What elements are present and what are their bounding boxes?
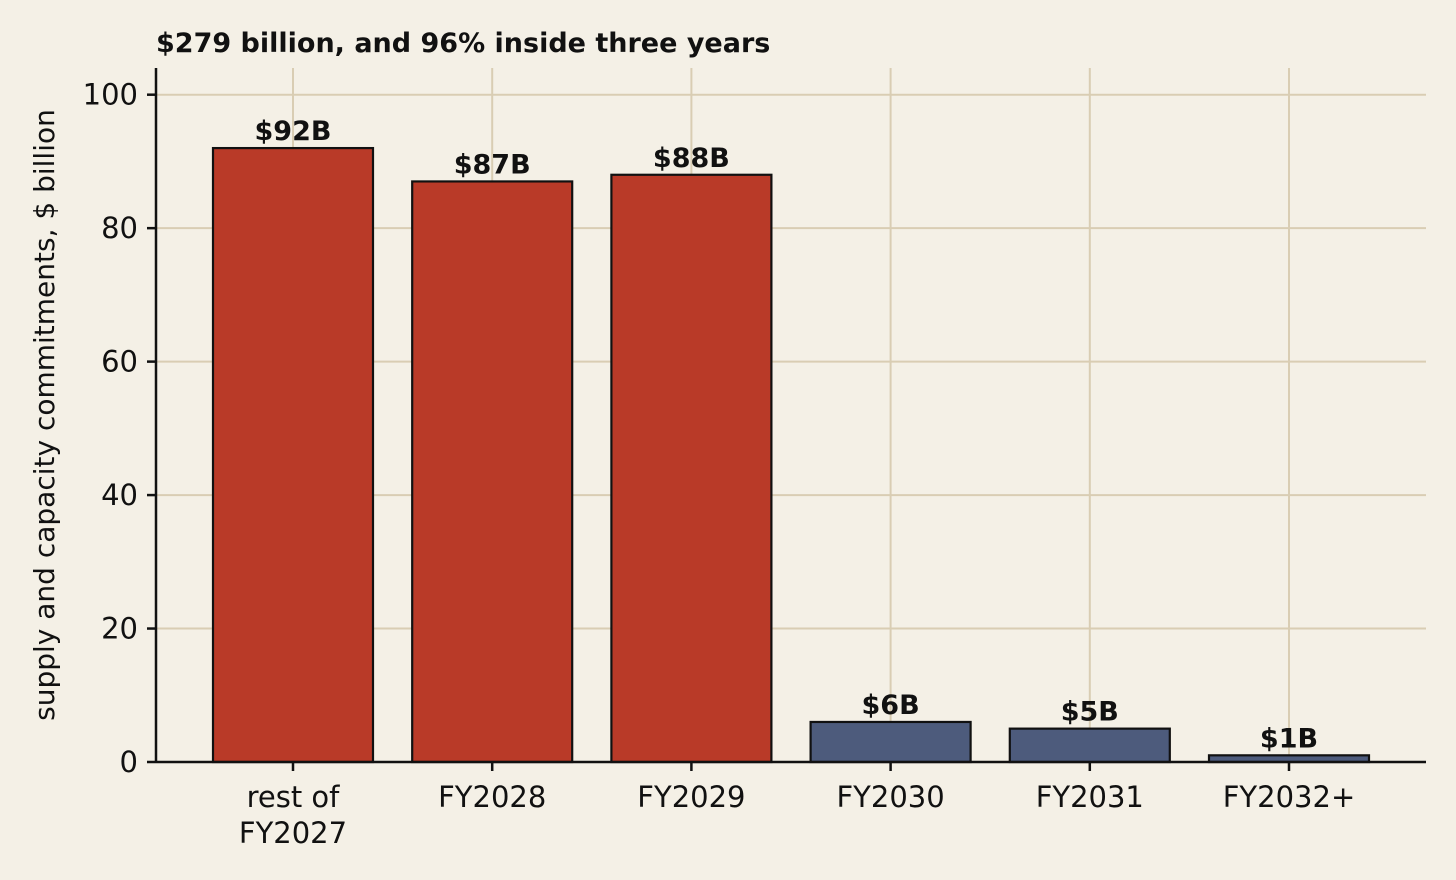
data-label: $92B <box>255 116 332 147</box>
x-tick-label: FY2029 <box>637 780 745 814</box>
y-tick-label: 0 <box>120 745 138 779</box>
axes <box>154 68 1426 764</box>
x-tick-label: FY2028 <box>438 780 546 814</box>
x-tick-label: FY2031 <box>1036 780 1144 814</box>
bar <box>1008 727 1171 764</box>
data-label: $6B <box>862 690 920 721</box>
data-labels: $92B $87B $88B $6B $5B $1B <box>255 116 1319 754</box>
chart-title: $279 billion, and 96% inside three years <box>156 28 770 59</box>
y-tick-label: 60 <box>101 345 138 379</box>
y-tick-label: 20 <box>101 612 138 646</box>
x-tick-label: FY2032+ <box>1223 780 1356 814</box>
y-tick-label: 80 <box>101 211 138 245</box>
data-label: $88B <box>653 143 730 174</box>
bar <box>809 720 972 764</box>
bar <box>411 180 574 764</box>
y-tick-label: 40 <box>101 478 138 512</box>
y-axis-label: supply and capacity commitments, $ billi… <box>28 109 61 721</box>
data-label: $1B <box>1260 723 1318 754</box>
y-tick-label: 100 <box>83 78 138 112</box>
bars <box>211 146 1371 764</box>
data-label: $87B <box>454 149 531 180</box>
x-tick-label: rest of FY2027 <box>239 780 347 850</box>
bar <box>610 173 773 764</box>
y-ticks: 0 20 40 60 80 100 <box>83 78 156 779</box>
data-label: $5B <box>1061 697 1119 728</box>
x-tick-label: FY2030 <box>836 780 944 814</box>
x-ticks: rest of FY2027 FY2028 FY2029 FY2030 FY2031 FY2… <box>239 762 1355 850</box>
bar <box>211 146 375 764</box>
